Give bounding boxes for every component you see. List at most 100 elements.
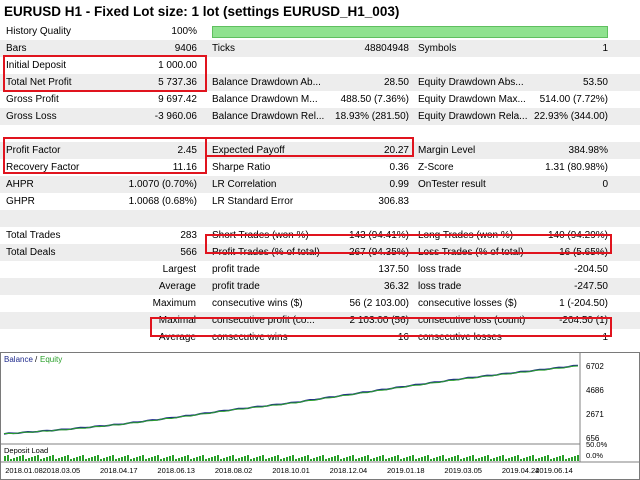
deposit-load-bar (226, 457, 228, 461)
deposit-load-bar (568, 458, 570, 461)
value-col1: 2.45 (177, 145, 197, 156)
label-col3: loss trade (418, 264, 462, 275)
deposit-load-bar (142, 455, 144, 461)
value-col3: 16 (5.65%) (559, 247, 608, 258)
deposit-load-bar (220, 459, 222, 461)
deposit-load-bar (355, 459, 357, 461)
deposit-load-bar (169, 456, 171, 461)
label-col2: Sharpe Ratio (212, 162, 271, 173)
deposit-load-bar (76, 457, 78, 461)
x-tick-label: 2019.06.14 (535, 466, 573, 475)
deposit-load-bar (322, 455, 324, 461)
deposit-load-bar (511, 457, 513, 461)
row-label: Total Trades (6, 230, 61, 241)
deposit-load-bar (268, 458, 270, 461)
deposit-load-bar (316, 457, 318, 461)
report-row: Gross Loss -3 960.06 Balance Drawdown Rel.… (0, 108, 640, 125)
deposit-load-bar (238, 458, 240, 461)
deposit-load-bar (352, 455, 354, 461)
deposit-load-bar (79, 456, 81, 461)
deposit-load-bar (49, 456, 51, 461)
deposit-load-bar (328, 458, 330, 461)
deposit-load-bar (31, 457, 33, 461)
deposit-load-bar (496, 457, 498, 461)
label-col3: Margin Level (418, 145, 476, 156)
deposit-load-bar (577, 455, 579, 461)
deposit-load-bar (508, 458, 510, 461)
report-title: EURUSD H1 - Fixed Lot size: 1 lot (setti… (4, 4, 400, 19)
deposit-load-bar (373, 458, 375, 461)
deposit-load-bar (475, 459, 477, 461)
deposit-load-bar (67, 455, 69, 461)
deposit-load-bar (376, 457, 378, 461)
label-col2: consecutive wins ($) (212, 298, 303, 309)
value-col1: 283 (180, 230, 197, 241)
deposit-load-bar (367, 455, 369, 461)
y-tick-label: 656 (586, 434, 600, 443)
deposit-load-bar (157, 455, 159, 461)
deposit-load-bar (148, 458, 150, 461)
deposit-load-bar (499, 456, 501, 461)
balance-chart: Balance / Equity Deposit Load 6702 4686 26… (0, 352, 640, 480)
value-col3: 140 (94.29%) (547, 230, 608, 241)
deposit-load-bar (463, 458, 465, 461)
value-col2: 267 (94.35%) (348, 247, 409, 258)
deposit-load-bar (190, 459, 192, 461)
deposit-load-bar (217, 455, 219, 461)
x-tick-label: 2018.06.13 (157, 466, 195, 475)
deposit-load-bar (337, 455, 339, 461)
label-col2: consecutive profit (co... (212, 315, 315, 326)
report-row: History Quality 100% (0, 23, 640, 40)
deposit-load-bar (58, 458, 60, 461)
x-tick-label: 2018.01.08 (5, 466, 43, 475)
deposit-load-bar (127, 455, 129, 461)
deposit-load-bar (154, 456, 156, 461)
deposit-load-bar (364, 456, 366, 461)
deposit-load-bar (97, 455, 99, 461)
deposit-load-bar (523, 458, 525, 461)
value-col3: 384.98% (568, 145, 608, 156)
deposit-load-bar (319, 456, 321, 461)
row-label: Gross Profit (6, 94, 59, 105)
value-col3: 1.31 (80.98%) (545, 162, 608, 173)
row-label: Average (158, 281, 196, 292)
value-col2: 18.93% (281.50) (335, 111, 409, 122)
deposit-load-bar (46, 457, 48, 461)
deposit-load-bar (310, 459, 312, 461)
deposit-load-label: Deposit Load (4, 446, 48, 455)
report-row: Maximum consecutive wins ($) 56 (2 103.00)… (0, 295, 640, 312)
deposit-load-bar (424, 456, 426, 461)
deposit-load-bar (187, 455, 189, 461)
history-quality-bar (212, 26, 608, 38)
x-tick-label: 2018.10.01 (272, 466, 310, 475)
deposit-load-bar (223, 458, 225, 461)
deposit-load-bar (289, 456, 291, 461)
value-col3: 514.00 (7.72%) (539, 94, 608, 105)
deposit-load-bar (532, 455, 534, 461)
deposit-load-bar (427, 455, 429, 461)
deposit-load-bar (526, 457, 528, 461)
deposit-load-bar (115, 459, 117, 461)
report-row: Profit Factor 2.45 Expected Payoff 20.27 Mar… (0, 142, 640, 159)
x-tick-labels: 2018.01.08 2018.03.05 2018.04.17 2018.06.13… (5, 466, 573, 475)
deposit-load-bar (325, 459, 327, 461)
x-tick-label: 2019.01.18 (387, 466, 425, 475)
x-tick-label: 2018.08.02 (215, 466, 253, 475)
deposit-load-bar (241, 457, 243, 461)
deposit-load-bar (301, 457, 303, 461)
row-label: Recovery Factor (6, 162, 80, 173)
deposit-load-bar (106, 457, 108, 461)
value-col3: -204.50 (574, 264, 608, 275)
deposit-load-bar (7, 455, 9, 461)
deposit-load-bar (232, 455, 234, 461)
label-col3: consecutive losses ($) (418, 298, 517, 309)
deposit-load-bar (565, 459, 567, 461)
deposit-load-bar (379, 456, 381, 461)
deposit-load-bar (280, 459, 282, 461)
deposit-load-bar (346, 457, 348, 461)
deposit-load-bar (370, 459, 372, 461)
value-col1: 1.0068 (0.68%) (128, 196, 197, 207)
deposit-load-bar (400, 459, 402, 461)
label-col3: Equity Drawdown Max... (418, 94, 526, 105)
row-label: Gross Loss (6, 111, 57, 122)
